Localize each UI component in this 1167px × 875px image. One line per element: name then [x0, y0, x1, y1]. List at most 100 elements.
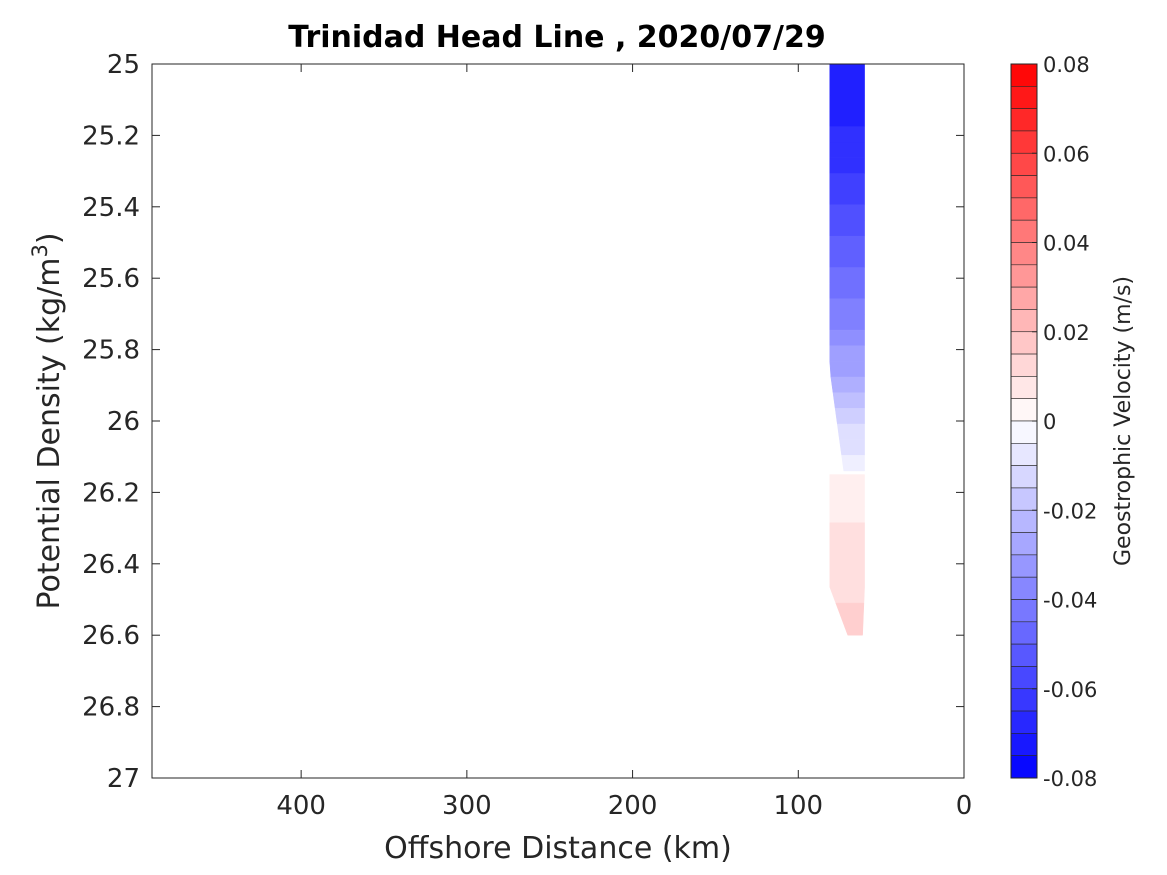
- contour-band-negative: [829, 173, 865, 190]
- y-axis-label-superscript: 3: [28, 244, 52, 257]
- contour-band-positive: [829, 570, 865, 588]
- contour-band-negative: [829, 329, 865, 347]
- contour-band-negative: [829, 314, 865, 331]
- x-tick-label: 400: [276, 791, 326, 821]
- contour-band-negative: [841, 455, 865, 472]
- colorbar-tick-label: 0: [1043, 410, 1056, 434]
- colorbar-tick-label: -0.02: [1043, 499, 1097, 523]
- x-tick-label: 200: [608, 791, 658, 821]
- colorbar-cell: [1010, 710, 1038, 734]
- y-tick-label: 26.8: [82, 693, 140, 723]
- contour-band-negative: [829, 204, 865, 221]
- colorbar-tick-labels: 0.08 0.06 0.04 0.02 0 -0.02 -0.04 -0.06 -0.08: [1032, 53, 1097, 791]
- colorbar-cell: [1010, 353, 1038, 377]
- contour-fill-layer: [829, 63, 865, 636]
- contour-band-negative: [832, 392, 865, 409]
- colorbar-cell: [1010, 175, 1038, 199]
- colorbar-cell: [1010, 554, 1038, 578]
- contour-band-negative: [829, 251, 865, 268]
- contour-band-negative: [829, 188, 865, 206]
- y-tick-label: 26: [107, 407, 140, 437]
- y-tick-label: 25.8: [82, 336, 140, 366]
- colorbar-label: Geostrophic Velocity (m/s): [1111, 276, 1136, 566]
- contour-band-negative: [829, 298, 865, 315]
- contour-band-negative: [829, 361, 865, 378]
- contour-band-positive: [829, 474, 865, 491]
- y-axis-label: Potential Density (kg/m3): [28, 232, 67, 609]
- colorbar-cell: [1010, 130, 1038, 154]
- colorbar-cell: [1010, 197, 1038, 221]
- contour-band-positive: [841, 618, 864, 636]
- contour-band-negative: [834, 408, 865, 425]
- contour-band-positive: [829, 506, 865, 523]
- y-tick-label: 25.2: [82, 121, 140, 151]
- contour-band-positive: [829, 554, 865, 572]
- contour-band-positive: [829, 586, 865, 604]
- contour-band-positive: [829, 522, 865, 540]
- colorbar-tick-label: -0.08: [1043, 767, 1097, 791]
- colorbar-cell: [1010, 309, 1038, 333]
- x-tick-label: 300: [442, 791, 492, 821]
- colorbar-cell: [1010, 576, 1038, 600]
- colorbar-cell: [1010, 599, 1038, 623]
- colorbar-tick-label: 0.04: [1043, 232, 1090, 256]
- colorbar-cell: [1010, 509, 1038, 533]
- chart-title: Trinidad Head Line , 2020/07/29: [288, 20, 825, 55]
- colorbar-cell: [1010, 420, 1038, 444]
- contour-band-negative: [839, 439, 865, 456]
- colorbar-cell: [1010, 465, 1038, 489]
- plot-background: [152, 64, 964, 778]
- colorbar-tick-label: -0.06: [1043, 678, 1097, 702]
- contour-band-negative: [829, 267, 865, 284]
- y-tick-labels: 25 25.2 25.4 25.6 25.8 26 26.2 26.4 26.6 26.8 27: [82, 50, 140, 794]
- contour-band-negative: [829, 110, 865, 127]
- colorbar-cell: [1010, 666, 1038, 690]
- contour-band-negative: [829, 79, 865, 96]
- contour-band-negative: [829, 126, 865, 143]
- colorbar-cell: [1010, 621, 1038, 645]
- plot-area: [151, 63, 965, 779]
- y-tick-label: 27: [107, 764, 140, 794]
- colorbar-cell: [1010, 152, 1038, 176]
- colorbar-cell: [1010, 733, 1038, 756]
- y-tick-label: 25: [107, 50, 140, 80]
- colorbar-cell: [1010, 532, 1038, 556]
- contour-band-negative: [829, 345, 865, 362]
- x-tick-label: 0: [956, 791, 973, 821]
- colorbar-cell: [1010, 331, 1038, 355]
- colorbar-tick-label: 0.02: [1043, 321, 1090, 345]
- colorbar-cell: [1010, 286, 1038, 310]
- colorbar: 0.08 0.06 0.04 0.02 0 -0.02 -0.04 -0.06 -0.08: [1010, 53, 1097, 791]
- y-axis-label-main: Potential Density (kg/m: [32, 258, 67, 610]
- contour-band-negative: [829, 220, 865, 237]
- colorbar-cell: [1010, 219, 1038, 243]
- y-tick-label: 26.4: [82, 550, 140, 580]
- contour-band-positive: [829, 490, 865, 507]
- colorbar-cell: [1010, 108, 1038, 132]
- contour-band-negative: [837, 423, 865, 440]
- contour-band-negative: [830, 376, 865, 393]
- colorbar-tick-label: 0.08: [1043, 53, 1090, 77]
- colorbar-cell: [1010, 63, 1038, 87]
- colorbar-tick-label: 0.06: [1043, 142, 1090, 166]
- colorbar-cell: [1010, 376, 1038, 399]
- colorbar-cell: [1010, 264, 1038, 288]
- x-tick-label: 100: [773, 791, 823, 821]
- colorbar-cell: [1010, 643, 1038, 667]
- colorbar-cell: [1010, 398, 1038, 422]
- colorbar-tick-label: -0.04: [1043, 589, 1097, 613]
- colorbar-cell: [1010, 487, 1038, 511]
- contour-band-negative: [829, 63, 865, 80]
- y-tick-label: 25.6: [82, 264, 140, 294]
- colorbar-cells: [1010, 63, 1038, 779]
- contour-band-positive: [829, 538, 865, 556]
- plot-frame: [151, 63, 965, 779]
- y-axis-label-close: ): [32, 232, 67, 244]
- contour-band-negative: [829, 282, 865, 300]
- contour-band-negative: [829, 157, 865, 174]
- y-tick-label: 26.6: [82, 621, 140, 651]
- contour-band-negative: [829, 235, 865, 253]
- contour-band-negative: [829, 95, 865, 112]
- y-tick-label: 26.2: [82, 478, 140, 508]
